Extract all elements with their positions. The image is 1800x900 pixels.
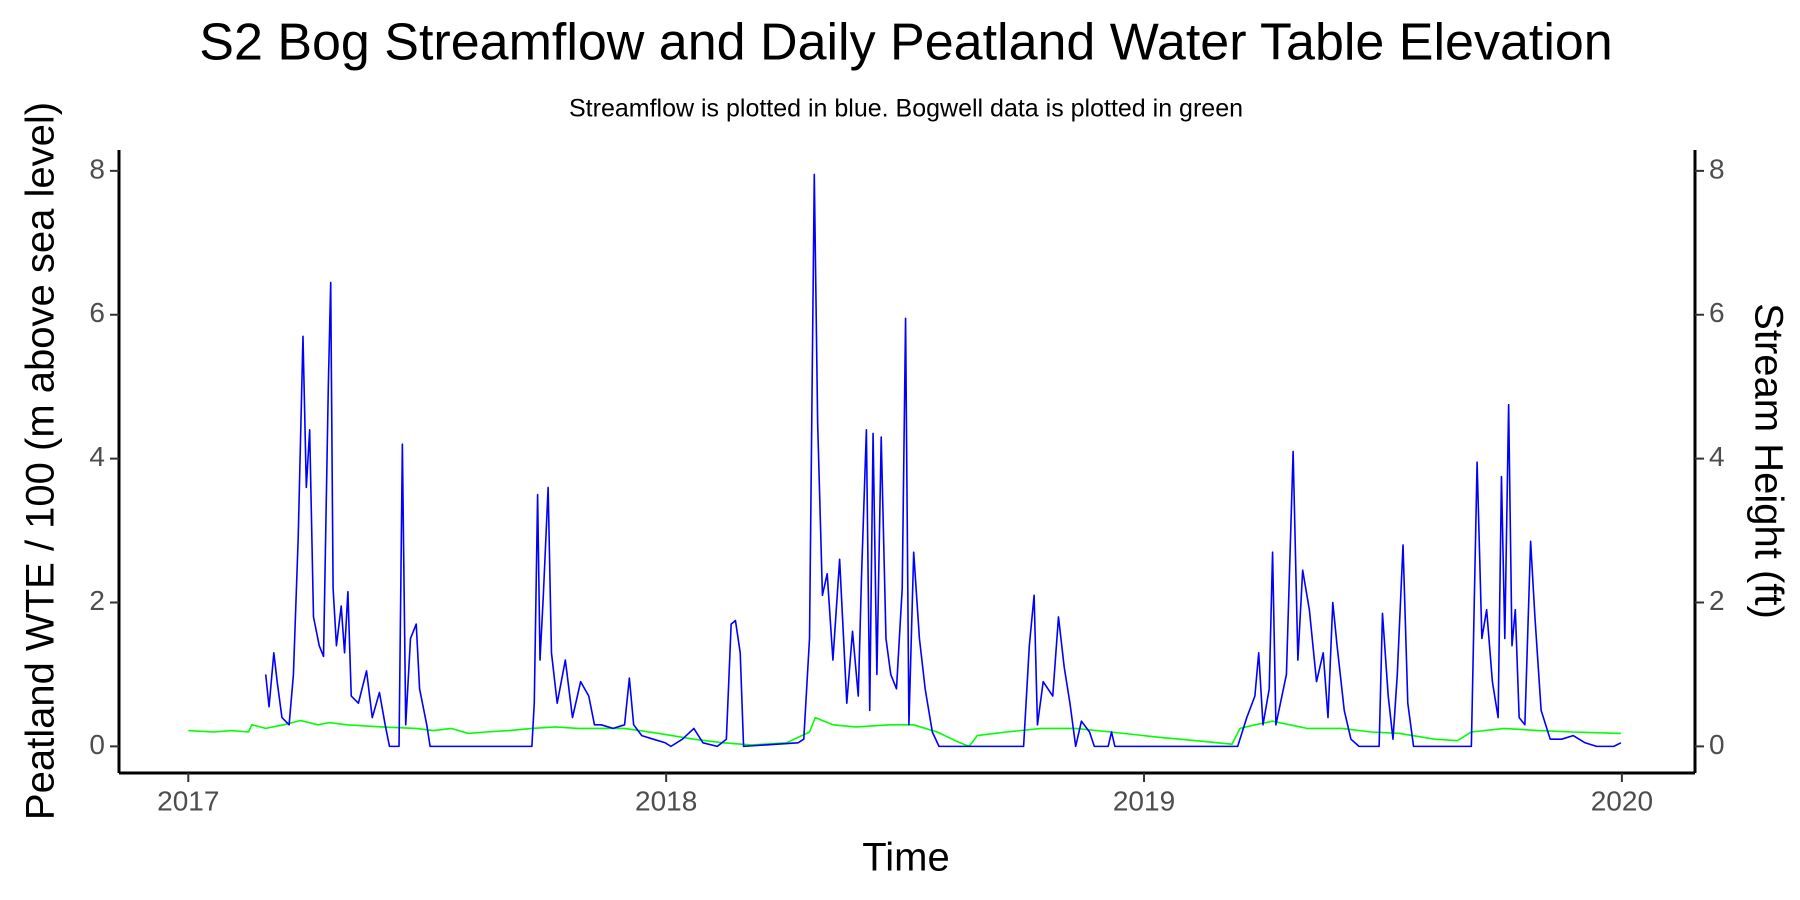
- y2-tick-label: 2: [1709, 585, 1725, 616]
- x-tick-label: 2018: [635, 785, 697, 816]
- y-axis-title: Peatland WTE / 100 (m above sea level): [19, 102, 63, 820]
- x-tick-label: 2017: [157, 785, 219, 816]
- chart-subtitle: Streamflow is plotted in blue. Bogwell d…: [569, 95, 1243, 123]
- y2-tick-label: 8: [1709, 153, 1725, 184]
- x-axis-title: Time: [862, 836, 949, 880]
- y2-tick-label: 4: [1709, 441, 1725, 472]
- y2-axis-title: Stream Height (ft): [1746, 303, 1790, 619]
- y-tick-label: 2: [89, 585, 105, 616]
- y2-tick-label: 0: [1709, 729, 1725, 760]
- y-tick-label: 4: [89, 441, 105, 472]
- x-tick-label: 2019: [1113, 785, 1175, 816]
- series-line: [264, 173, 1622, 748]
- x-tick-label: 2020: [1591, 785, 1653, 816]
- series-line: [188, 716, 1621, 748]
- y2-tick-label: 6: [1709, 297, 1725, 328]
- y-tick-label: 8: [89, 153, 105, 184]
- y-tick-label: 0: [89, 729, 105, 760]
- chart-title: S2 Bog Streamflow and Daily Peatland Wat…: [199, 14, 1612, 72]
- y-tick-label: 6: [89, 297, 105, 328]
